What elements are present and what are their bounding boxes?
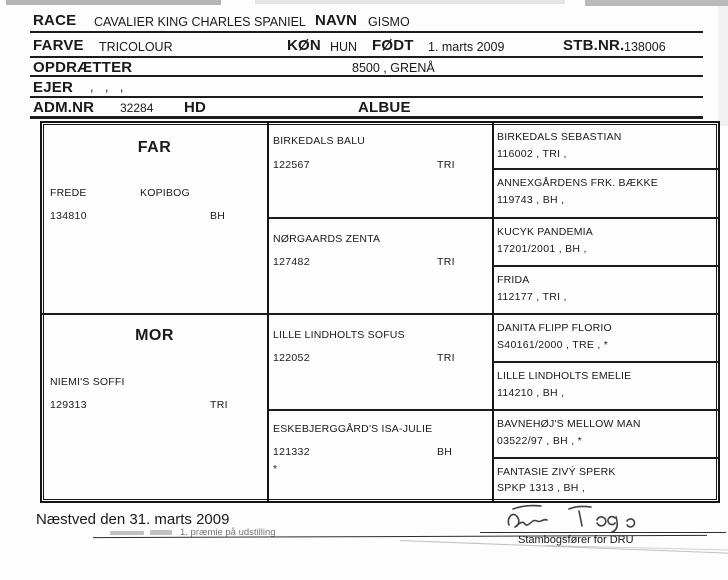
great-grandparent-name: FRIDA bbox=[497, 274, 530, 286]
opdraetter-label: OPDRÆTTER bbox=[33, 59, 133, 76]
grandparent-note: * bbox=[273, 463, 278, 475]
great-grandparent-details: 116002 , TRI , bbox=[497, 148, 567, 160]
pedigree-table: FAR FREDE KOPIBOG 134810 BH MOR NIEMI'S … bbox=[40, 121, 720, 503]
race-value: CAVALIER KING CHARLES SPANIEL bbox=[94, 15, 306, 29]
far-color: BH bbox=[210, 210, 226, 222]
divider-ggp-7 bbox=[492, 457, 718, 459]
divider-ggp-3 bbox=[492, 265, 718, 267]
farve-value: TRICOLOUR bbox=[99, 40, 173, 54]
grandparent-color: BH bbox=[437, 446, 453, 458]
divider-gp-row3 bbox=[267, 409, 718, 411]
footnote-cutoff: 1. præmie på udstilling bbox=[180, 527, 276, 538]
great-grandparent-name: ANNEXGÅRDENS FRK. BÆKKE bbox=[497, 177, 658, 189]
mor-color: TRI bbox=[210, 399, 228, 411]
divider-far-mor bbox=[42, 313, 718, 315]
great-grandparent-name: DANITA FLIPP FLORIO bbox=[497, 322, 612, 334]
grandparent-reg: 127482 bbox=[273, 256, 310, 268]
header-rule-2 bbox=[30, 56, 703, 58]
fodt-value: 1. marts 2009 bbox=[428, 40, 505, 54]
grandparent-color: TRI bbox=[437, 352, 455, 364]
scan-smudge-1 bbox=[110, 531, 144, 535]
great-grandparent-name: FANTASIE ZIVÝ SPERK bbox=[497, 466, 616, 478]
race-label: RACE bbox=[33, 12, 77, 29]
great-grandparent-details: S40161/2000 , TRE , * bbox=[497, 339, 609, 351]
grandparent-name: LILLE LINDHOLTS SOFUS bbox=[273, 329, 405, 341]
great-grandparent-details: 17201/2001 , BH , bbox=[497, 243, 587, 255]
ejer-label: EJER bbox=[33, 79, 73, 96]
great-grandparent-details: 114210 , BH , bbox=[497, 387, 565, 399]
divider-gp-row1 bbox=[267, 217, 718, 219]
scan-artifact-top-mid bbox=[255, 0, 565, 4]
hd-label: HD bbox=[184, 99, 207, 116]
header-rule-3 bbox=[30, 75, 703, 77]
admnr-label: ADM.NR bbox=[33, 99, 95, 116]
ejer-value: , , , bbox=[90, 80, 128, 94]
great-grandparent-name: BIRKEDALS SEBASTIAN bbox=[497, 131, 622, 143]
divider-col2-col3 bbox=[492, 123, 494, 501]
far-regnumber: 134810 bbox=[50, 210, 87, 222]
grandparent-name: ESKEBJERGGÅRD'S ISA-JULIE bbox=[273, 423, 433, 435]
place-date: Næstved den 31. marts 2009 bbox=[36, 511, 230, 528]
stbnr-label: STB.NR. bbox=[563, 37, 625, 54]
albue-label: ALBUE bbox=[358, 99, 411, 116]
scan-artifact-top-left bbox=[6, 0, 221, 5]
far-name-2: KOPIBOG bbox=[140, 187, 190, 199]
navn-value: GISMO bbox=[368, 15, 410, 29]
far-heading: FAR bbox=[137, 139, 172, 156]
opdraetter-value: 8500 , GRENÅ bbox=[352, 61, 435, 75]
signature-role: Stambogsfører for DRU bbox=[518, 534, 634, 546]
stbnr-value: 138006 bbox=[624, 40, 666, 54]
scan-artifact-right-edge bbox=[718, 6, 728, 126]
farve-label: FARVE bbox=[33, 37, 84, 54]
grandparent-color: TRI bbox=[437, 256, 455, 268]
great-grandparent-details: 03522/97 , BH , * bbox=[497, 435, 583, 447]
grandparent-reg: 121332 bbox=[273, 446, 310, 458]
divider-col1-col2 bbox=[267, 123, 269, 501]
mor-regnumber: 129313 bbox=[50, 399, 87, 411]
scan-smudge-2 bbox=[150, 530, 172, 535]
fodt-label: FØDT bbox=[372, 37, 414, 54]
grandparent-reg: 122052 bbox=[273, 352, 310, 364]
signature-rule bbox=[480, 532, 726, 534]
grandparent-color: TRI bbox=[437, 159, 455, 171]
grandparent-name: NØRGAARDS ZENTA bbox=[273, 233, 381, 245]
header-rule-1 bbox=[30, 31, 703, 33]
admnr-value: 32284 bbox=[120, 101, 154, 115]
kon-label: KØN bbox=[287, 37, 321, 54]
header-rule-4 bbox=[30, 96, 703, 98]
signature-handwriting bbox=[507, 504, 636, 533]
far-name: FREDE bbox=[50, 187, 87, 199]
header-rule-thick bbox=[30, 116, 703, 119]
mor-heading: MOR bbox=[135, 327, 174, 344]
great-grandparent-name: BAVNEHØJ'S MELLOW MAN bbox=[497, 418, 641, 430]
divider-ggp-5 bbox=[492, 361, 718, 363]
great-grandparent-details: 112177 , TRI , bbox=[497, 291, 567, 303]
navn-label: NAVN bbox=[315, 12, 358, 29]
great-grandparent-details: SPKP 1313 , BH , bbox=[497, 482, 586, 494]
great-grandparent-details: 119743 , BH , bbox=[497, 194, 565, 206]
scan-artifact-top-right bbox=[585, 0, 728, 6]
grandparent-name: BIRKEDALS BALU bbox=[273, 135, 366, 147]
grandparent-reg: 122567 bbox=[273, 159, 310, 171]
great-grandparent-name: KUCYK PANDEMIA bbox=[497, 226, 593, 238]
great-grandparent-name: LILLE LINDHOLTS EMELIE bbox=[497, 370, 632, 382]
divider-ggp-1 bbox=[492, 168, 718, 170]
mor-name: NIEMI'S SOFFI bbox=[50, 376, 125, 388]
kon-value: HUN bbox=[330, 40, 358, 54]
